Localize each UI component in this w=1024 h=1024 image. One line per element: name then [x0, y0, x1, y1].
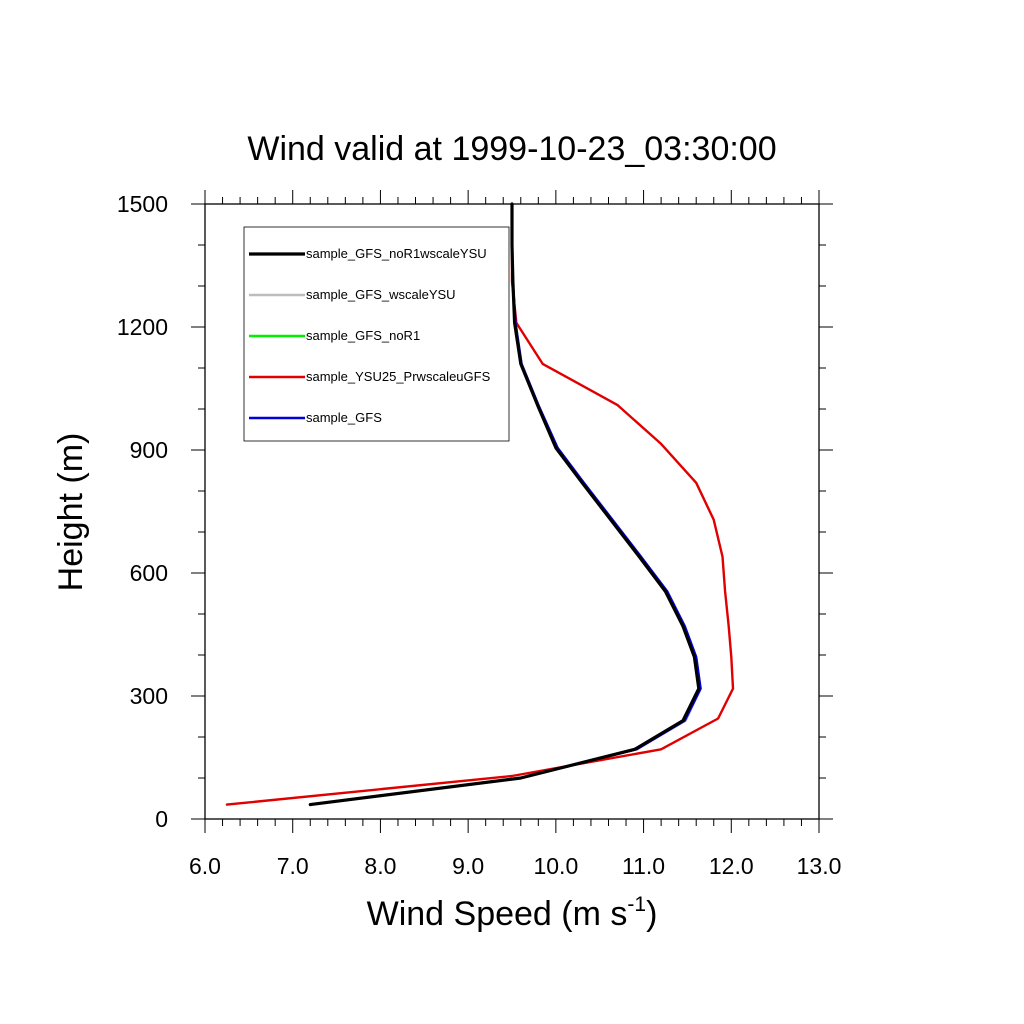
chart-title: Wind valid at 1999-10-23_03:30:00	[247, 130, 776, 168]
x-tick-label: 9.0	[452, 853, 484, 879]
legend-entry-label: sample_GFS	[306, 410, 382, 425]
legend: sample_GFS_noR1wscaleYSU sample_GFS_wscal…	[243, 226, 510, 442]
x-axis-label: Wind Speed (m s-1)	[367, 893, 658, 933]
x-tick-label: 6.0	[189, 853, 221, 879]
y-tick-label: 1500	[117, 191, 168, 217]
legend-entry-label: sample_GFS_wscaleYSU	[306, 287, 456, 302]
legend-entry-label: sample_YSU25_PrwscaleuGFS	[306, 369, 491, 384]
x-tick-label: 7.0	[277, 853, 309, 879]
y-tick-label: 900	[130, 437, 168, 463]
legend-entry-label: sample_GFS_noR1wscaleYSU	[306, 246, 487, 261]
y-axis-label: Height (m)	[52, 433, 90, 592]
y-tick-label: 1200	[117, 314, 168, 340]
x-axis-label-close: )	[646, 895, 657, 933]
legend-items: sample_GFS_noR1wscaleYSU sample_GFS_wscal…	[249, 246, 491, 425]
x-tick-label: 13.0	[797, 853, 842, 879]
plot-frame	[204, 203, 820, 820]
y-tick-label: 600	[130, 560, 168, 586]
y-tick-label: 0	[155, 806, 168, 832]
y-tick-label: 300	[130, 683, 168, 709]
x-axis-label-superscript: -1	[627, 893, 646, 916]
x-axis-label-main: Wind Speed (m s	[367, 895, 628, 933]
x-tick-label: 8.0	[364, 853, 396, 879]
x-tick-label: 12.0	[709, 853, 754, 879]
x-tick-label: 10.0	[533, 853, 578, 879]
legend-box	[243, 226, 510, 442]
series-line-0	[308, 202, 701, 807]
series-layer	[225, 202, 735, 807]
x-tick-label: 11.0	[622, 853, 665, 879]
legend-entry-label: sample_GFS_noR1	[306, 328, 420, 343]
ticks-layer: 6.0 7.0 8.0 9.0 10.0 11.0 12.0 13.0 0 300 600 900 12…	[117, 190, 842, 879]
